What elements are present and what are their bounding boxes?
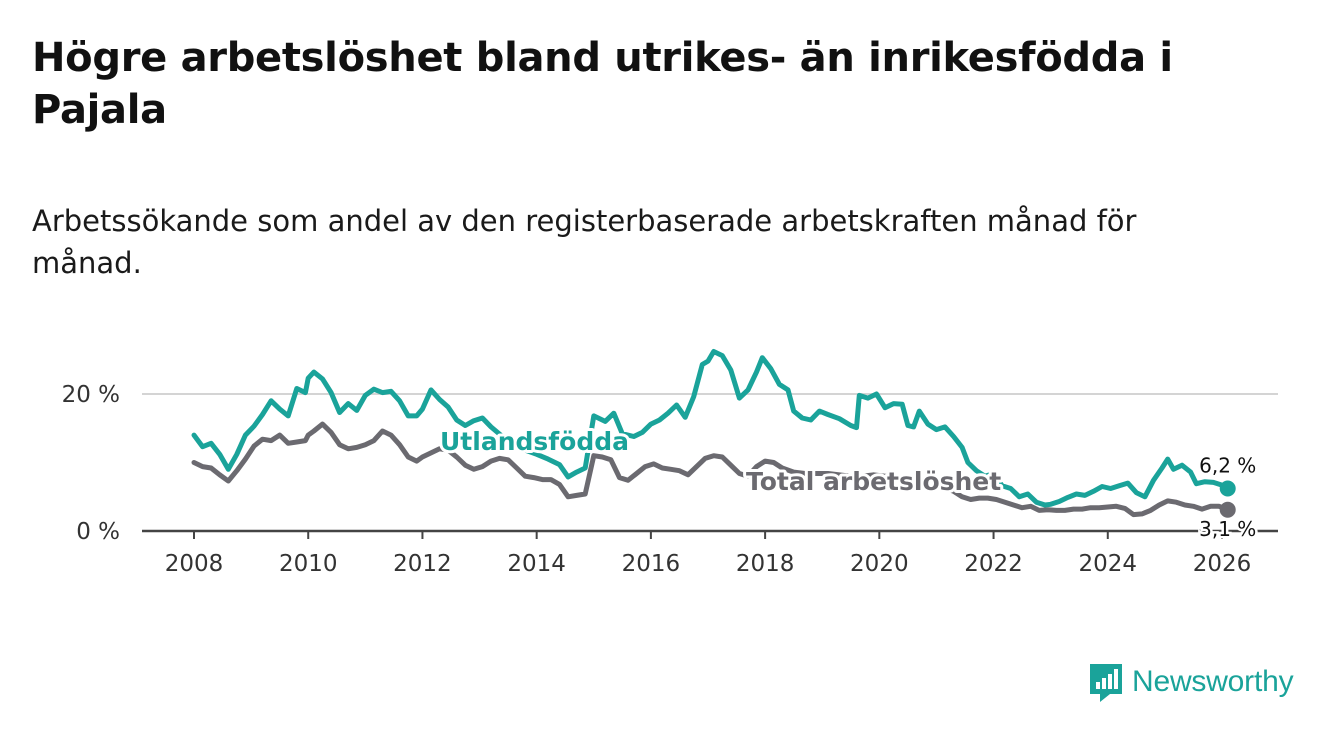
- y-tick-label: 0 %: [76, 519, 120, 545]
- brand-logo: Newsworthy: [1088, 660, 1294, 704]
- end-value-label: 3,1 %: [1199, 517, 1256, 541]
- x-tick-label: 2022: [964, 551, 1023, 577]
- x-tick-label: 2016: [622, 551, 681, 577]
- bar-chart-logo-icon: [1090, 664, 1122, 702]
- x-tick-label: 2010: [279, 551, 338, 577]
- x-tick-label: 2012: [393, 551, 452, 577]
- chart-subtitle: Arbetssökande som andel av den registerb…: [32, 204, 1137, 280]
- x-tick-label: 2026: [1193, 551, 1252, 577]
- end-markers: 6,2 % 3,1 %: [1197, 451, 1259, 543]
- series-label-total: Total arbetslöshet: [746, 467, 1001, 496]
- end-point-marker: [1219, 501, 1236, 518]
- x-tick-label: 2014: [507, 551, 566, 577]
- series-line-utlandsf-dda: [191, 349, 1231, 508]
- x-tick-label: 2018: [736, 551, 795, 577]
- series-lines: [191, 349, 1231, 518]
- x-axis: 2008 2010 2012 2014 2016 2018 2020 2022 2024 2026: [165, 531, 1252, 577]
- series-label-utlandsfodda: Utlandsfödda: [440, 427, 629, 456]
- x-tick-label: 2024: [1079, 551, 1138, 577]
- y-tick-label: 20 %: [62, 382, 120, 408]
- brand-name: Newsworthy: [1132, 665, 1294, 698]
- chart-title: Högre arbetslöshet bland utrikes- än inr…: [32, 35, 1173, 133]
- series-line-total-arbetsl-shet: [191, 421, 1231, 518]
- x-tick-label: 2008: [165, 551, 224, 577]
- end-value-label: 6,2 %: [1199, 454, 1256, 478]
- end-point-marker: [1219, 480, 1236, 497]
- x-tick-label: 2020: [850, 551, 909, 577]
- line-chart: 20 % 0 % 2008 2010 2012 2014 2016 2018 2020 202…: [62, 349, 1278, 577]
